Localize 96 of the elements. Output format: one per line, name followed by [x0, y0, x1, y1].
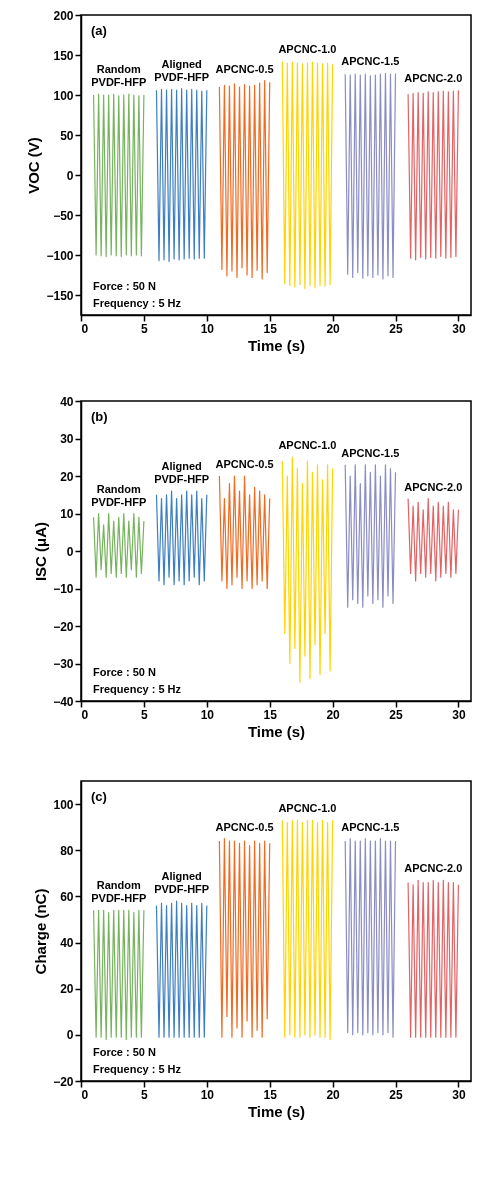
x-tick-label: 25	[389, 707, 404, 722]
y-tick-label: 200	[53, 8, 74, 23]
line-series	[155, 490, 208, 586]
line-series	[344, 838, 397, 1038]
y-tick-label: 80	[60, 843, 74, 858]
x-tick-label: 30	[452, 321, 466, 336]
series-label: APCNC-1.0	[278, 439, 337, 452]
y-tick-label: 20	[60, 982, 74, 997]
y-tick-label: 0	[66, 1028, 74, 1043]
x-tick-label: 15	[263, 321, 278, 336]
y-axis-title: VOC (V)	[25, 137, 43, 194]
annotation: Frequency : 5 Hz	[93, 683, 182, 695]
line-series	[92, 512, 145, 578]
series-label: APCNC-1.0	[278, 802, 337, 815]
x-tick-label: 0	[81, 321, 89, 336]
y-tick-label: 40	[60, 394, 74, 409]
y-tick-label: 0	[66, 544, 74, 559]
y-axis-title: ISC (μA)	[32, 521, 50, 582]
x-tick-label: 10	[200, 321, 215, 336]
annotation: Force : 50 N	[93, 1046, 157, 1058]
x-tick-label: 5	[141, 707, 149, 722]
annotation: Force : 50 N	[93, 666, 157, 678]
y-tick-label: 0	[66, 168, 74, 183]
line-series	[407, 497, 460, 582]
x-tick-label: 10	[200, 707, 215, 722]
annotation: Frequency : 5 Hz	[93, 297, 182, 309]
x-tick-label: 20	[326, 1087, 341, 1102]
y-tick-label: 10	[60, 507, 74, 521]
y-tick-label: −20	[53, 619, 74, 634]
text: (c)	[91, 789, 107, 804]
y-tick-label: 50	[60, 128, 74, 143]
y-tick-label: 100	[53, 88, 74, 103]
y-tick-label: 60	[60, 889, 74, 904]
x-tick-label: 30	[452, 1087, 466, 1102]
y-tick-label: −10	[53, 582, 74, 596]
series-label: Random PVDF-HFP	[91, 63, 147, 89]
y-tick-label: 20	[60, 469, 74, 484]
line-series	[218, 475, 271, 590]
line-series	[281, 456, 334, 683]
line-series	[281, 60, 334, 290]
line-series	[155, 88, 208, 262]
y-tick-label: −40	[53, 694, 74, 709]
series-label: Random PVDF-HFP	[91, 482, 147, 508]
series-label: APCNC-1.5	[341, 55, 400, 68]
series-label: APCNC-2.0	[404, 480, 463, 493]
line-series	[344, 464, 397, 608]
annotation: Force : 50 N	[93, 280, 157, 292]
series-label: APCNC-1.5	[341, 446, 400, 459]
series-label: Aligned PVDF-HFP	[154, 870, 210, 895]
series-label: APCNC-2.0	[404, 72, 463, 85]
x-tick-label: 10	[200, 1087, 215, 1102]
x-tick-label: 15	[263, 707, 278, 722]
series-label: APCNC-1.0	[278, 43, 337, 56]
line-series	[407, 89, 460, 261]
text: (a)	[91, 23, 107, 38]
line-series	[218, 80, 271, 280]
x-tick-label: 25	[389, 1087, 404, 1102]
x-axis-title: Time (s)	[247, 1102, 306, 1120]
line-series	[92, 909, 145, 1041]
y-tick-label: 30	[60, 432, 74, 446]
y-tick-label: 40	[60, 936, 74, 951]
line-series	[218, 838, 271, 1038]
line-series	[155, 900, 208, 1038]
x-tick-label: 0	[81, 707, 89, 722]
x-tick-label: 5	[141, 321, 149, 336]
series-label: Aligned PVDF-HFP	[154, 460, 210, 485]
line-series	[344, 72, 397, 280]
series-label: APCNC-2.0	[404, 862, 463, 875]
y-tick-label: −30	[53, 657, 74, 671]
x-axis-title: Time (s)	[247, 336, 306, 354]
line-series	[281, 819, 334, 1041]
series-label: APCNC-0.5	[215, 458, 274, 470]
text: (b)	[91, 409, 108, 424]
line-series	[92, 93, 145, 258]
y-tick-label: 100	[53, 797, 74, 812]
x-tick-label: 15	[263, 1087, 278, 1102]
series-label: APCNC-0.5	[215, 62, 274, 75]
series-label: APCNC-0.5	[215, 820, 274, 833]
x-axis-title: Time (s)	[247, 722, 306, 740]
x-tick-label: 0	[81, 1087, 89, 1102]
y-tick-label: −50	[53, 208, 74, 223]
series-label: APCNC-1.5	[341, 820, 400, 833]
x-tick-label: 20	[326, 707, 341, 722]
series-label: Random PVDF-HFP	[91, 879, 147, 905]
y-tick-label: −150	[46, 288, 74, 303]
x-tick-label: 20	[326, 321, 341, 336]
y-tick-label: −20	[53, 1074, 74, 1089]
y-tick-label: 150	[53, 48, 74, 63]
y-tick-label: −100	[46, 248, 74, 263]
annotation: Frequency : 5 Hz	[93, 1063, 182, 1075]
x-tick-label: 25	[389, 321, 404, 336]
series-label: Aligned PVDF-HFP	[154, 57, 210, 83]
x-tick-label: 5	[141, 1087, 149, 1102]
x-tick-label: 30	[452, 707, 466, 722]
y-axis-title: Charge (nC)	[32, 888, 50, 975]
line-series	[407, 879, 460, 1038]
